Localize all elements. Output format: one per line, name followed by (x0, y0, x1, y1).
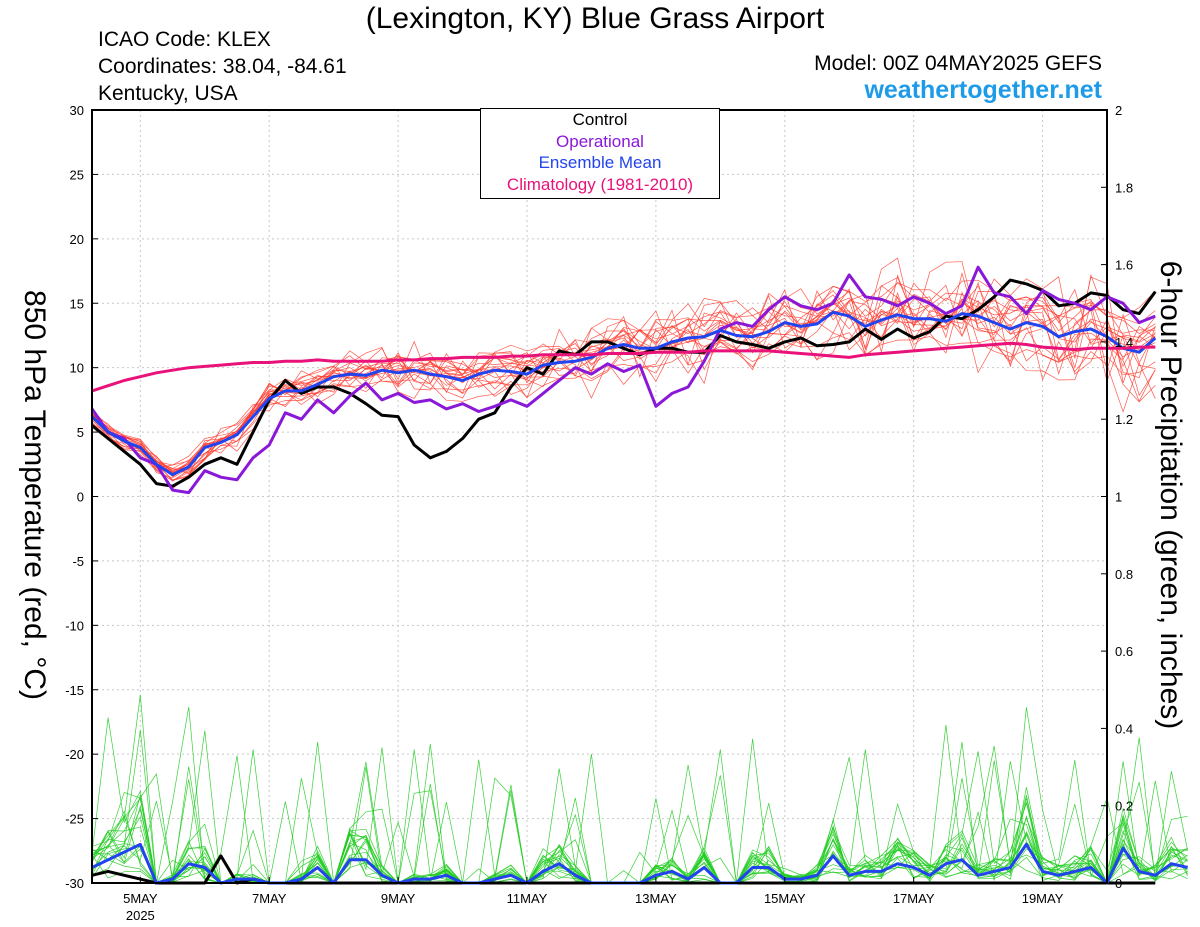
chart-legend: Control Operational Ensemble Mean Climat… (480, 108, 720, 199)
left-tick-label: 10 (70, 361, 84, 376)
right-tick-label: 0.8 (1115, 567, 1133, 582)
coordinates: Coordinates: 38.04, -84.61 (98, 55, 347, 78)
right-tick-label: 2 (1115, 103, 1122, 118)
precip-member-line (91, 761, 1188, 884)
temp-climatology-1981-2010-line (91, 341, 1156, 393)
temp-member-line (91, 302, 1156, 479)
highlighted-series (90, 265, 1188, 885)
right-tick-label: 1.4 (1115, 335, 1133, 350)
x-tick-label: 15MAY (764, 891, 806, 906)
x-tick-sublabel: 2025 (126, 908, 155, 923)
page-title: (Lexington, KY) Blue Grass Airport (365, 2, 825, 35)
precip-member-line (91, 747, 1188, 885)
temp-member-line (91, 307, 1156, 481)
temp-member-line (91, 274, 1156, 473)
site-link[interactable]: weathertogether.net (864, 76, 1102, 104)
x-tick-label: 7MAY (252, 891, 287, 906)
temp-member-line (91, 272, 1156, 469)
region: Kentucky, USA (98, 82, 238, 105)
left-axis-label: 850 hPa Temperature (red, °C) (18, 290, 51, 700)
left-tick-label: -20 (65, 747, 84, 762)
right-tick-label: 1.8 (1115, 180, 1133, 195)
plot-frame (91, 109, 1108, 884)
right-tick-label: 0.4 (1115, 721, 1133, 736)
right-tick-label: 0.2 (1115, 799, 1133, 814)
precip-member-line (91, 707, 1188, 884)
temp-member-line (91, 282, 1156, 476)
precip-member-line (91, 749, 1188, 884)
left-tick-label: -5 (72, 554, 84, 569)
temp-operational-line (90, 265, 1156, 495)
temp-ensemble-mean-line (90, 310, 1157, 477)
x-tick-label: 19MAY (1022, 891, 1064, 906)
left-tick-label: -10 (65, 618, 84, 633)
right-tick-label: 1.2 (1115, 412, 1133, 427)
left-tick-label: 5 (77, 425, 84, 440)
temp-member-line (91, 288, 1156, 474)
temp-member-line (91, 279, 1156, 473)
legend-control: Control (572, 110, 628, 129)
grid-lines (92, 110, 1107, 883)
precip-member-line (91, 749, 1188, 884)
x-tick-label: 9MAY (381, 891, 416, 906)
precip-member-line (91, 738, 1188, 884)
right-axis-label: 6-hour Precipitation (green, inches) (1154, 260, 1187, 730)
temp-member-line (91, 257, 1156, 471)
right-tick-label: 0.6 (1115, 644, 1133, 659)
left-tick-label: 25 (70, 167, 84, 182)
x-tick-label: 5MAY (123, 891, 158, 906)
precip-ensemble-mean-line (91, 842, 1188, 885)
left-tick-label: -15 (65, 683, 84, 698)
temp-member-line (91, 291, 1156, 481)
left-tick-label: 15 (70, 296, 84, 311)
legend-climatology: Climatology (1981-2010) (506, 174, 694, 194)
temp-member-line (91, 277, 1156, 466)
temp-member-line (91, 289, 1156, 482)
left-tick-label: 0 (77, 490, 84, 505)
left-tick-label: -25 (65, 812, 84, 827)
axes: 302520151050-5-10-15-20-25-3021.81.61.41… (65, 103, 1133, 923)
icao-code: ICAO Code: KLEX (98, 28, 271, 51)
left-tick-label: -30 (65, 876, 84, 891)
precip-member-line (91, 694, 1188, 884)
left-tick-label: 20 (70, 232, 84, 247)
legend-ensemble-mean: Ensemble Mean (538, 153, 662, 172)
right-tick-label: 1.6 (1115, 258, 1133, 273)
x-tick-label: 17MAY (893, 891, 935, 906)
left-tick-label: 30 (70, 103, 84, 118)
precip-ensemble-members (91, 694, 1188, 885)
x-tick-label: 13MAY (635, 891, 677, 906)
legend-operational: Operational (556, 131, 644, 151)
right-tick-label: 0 (1115, 876, 1122, 891)
model-run: Model: 00Z 04MAY2025 GEFS (814, 52, 1102, 75)
right-tick-label: 1 (1115, 490, 1122, 505)
x-tick-label: 11MAY (507, 891, 548, 906)
